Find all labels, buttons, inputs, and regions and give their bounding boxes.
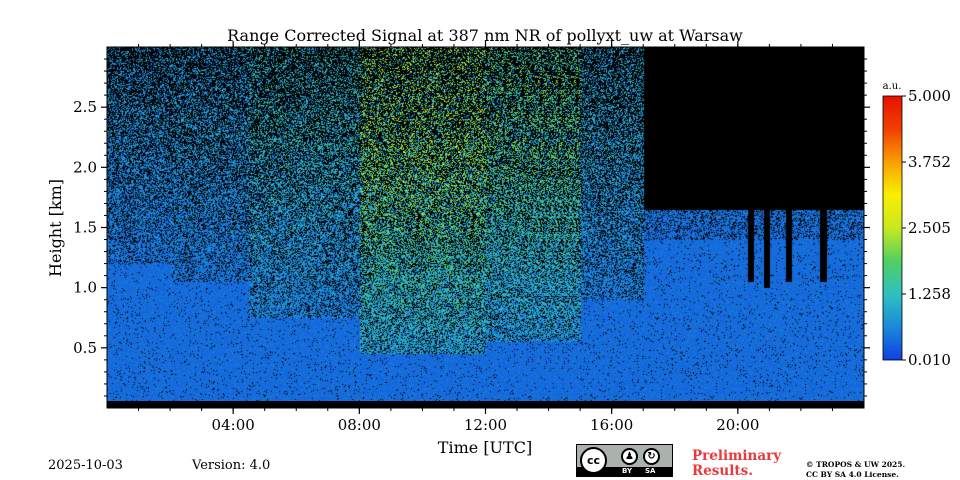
y-tick-label: 2.5: [73, 98, 97, 116]
instrument-blind-zone-band: [107, 401, 864, 408]
x-tick-label: 20:00: [716, 416, 759, 434]
x-tick-label: 08:00: [338, 416, 381, 434]
y-tick-label: 1.0: [73, 279, 97, 297]
colorbar-tick-label: 5.000: [908, 87, 951, 105]
y-tick-label: 1.5: [73, 219, 97, 237]
x-tick-label: 04:00: [212, 416, 255, 434]
colorbar-ticks: 0.010 1.258 2.505 3.752 5.000: [902, 87, 951, 369]
preliminary-results-note: Preliminary Results.: [692, 449, 781, 479]
cc-by-sa-license-badge: cc ♟ ↻ BY SA: [576, 444, 673, 477]
share-alike-icon: ↻: [643, 448, 660, 465]
plot-area: [107, 47, 864, 408]
y-tick-label: 2.0: [73, 158, 97, 176]
preliminary-line-2: Results.: [692, 463, 753, 479]
colorbar-scale: [882, 95, 903, 361]
colorbar-tick-label: 2.505: [908, 219, 951, 237]
copyright-line-2: CC BY SA 4.0 License.: [806, 470, 899, 479]
footer-date: 2025-10-03: [48, 458, 123, 473]
colorbar-tick-label: 1.258: [908, 285, 951, 303]
colorbar-unit: a.u.: [883, 81, 902, 92]
colorbar-tick-label: 0.010: [908, 351, 951, 369]
colorbar-tick-label: 3.752: [908, 153, 951, 171]
y-axis-label: Height [km]: [46, 179, 65, 277]
badge-lower-strip: [577, 467, 672, 476]
badge-by-label: BY: [622, 467, 633, 475]
x-tick-label: 12:00: [464, 416, 507, 434]
preliminary-line-1: Preliminary: [692, 448, 782, 464]
x-axis-label: Time [UTC]: [438, 438, 532, 457]
badge-sa-label: SA: [645, 467, 656, 475]
range-corrected-signal-heatmap: [107, 47, 864, 408]
creative-commons-icon: cc: [580, 447, 607, 474]
copyright-note: © TROPOS & UW 2025. CC BY SA 4.0 License…: [806, 460, 905, 480]
copyright-line-1: © TROPOS & UW 2025.: [806, 460, 906, 469]
axes: 04:00 08:00 12:00 16:00 20:00 0.5 1.0 1.5 2.0 2.5: [73, 41, 870, 434]
chart-title: Range Corrected Signal at 387 nm NR of p…: [227, 26, 743, 45]
y-tick-label: 0.5: [73, 339, 97, 357]
x-tick-label: 16:00: [590, 416, 633, 434]
footer-version: Version: 4.0: [192, 458, 271, 473]
colorbar: a.u. 0.010 1.258 2.505 3.752 5.000: [882, 81, 951, 369]
attribution-person-icon: ♟: [621, 448, 638, 465]
